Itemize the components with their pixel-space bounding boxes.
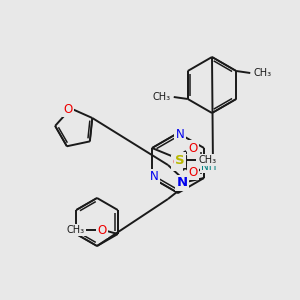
Text: S: S xyxy=(175,154,185,166)
Bar xyxy=(175,154,185,166)
Text: O: O xyxy=(188,166,198,178)
Text: CH₃: CH₃ xyxy=(253,68,271,78)
Text: S: S xyxy=(175,154,185,166)
Text: N: N xyxy=(150,170,158,184)
Text: CH₃: CH₃ xyxy=(153,92,171,102)
Text: O: O xyxy=(63,103,73,116)
Text: CH₃: CH₃ xyxy=(67,225,85,235)
Text: CH₃: CH₃ xyxy=(199,155,217,165)
Text: N: N xyxy=(176,176,188,190)
Text: O: O xyxy=(188,142,198,154)
Text: O: O xyxy=(172,157,182,169)
Text: O: O xyxy=(97,224,106,236)
Text: NH: NH xyxy=(201,162,217,172)
Text: N: N xyxy=(176,128,184,140)
